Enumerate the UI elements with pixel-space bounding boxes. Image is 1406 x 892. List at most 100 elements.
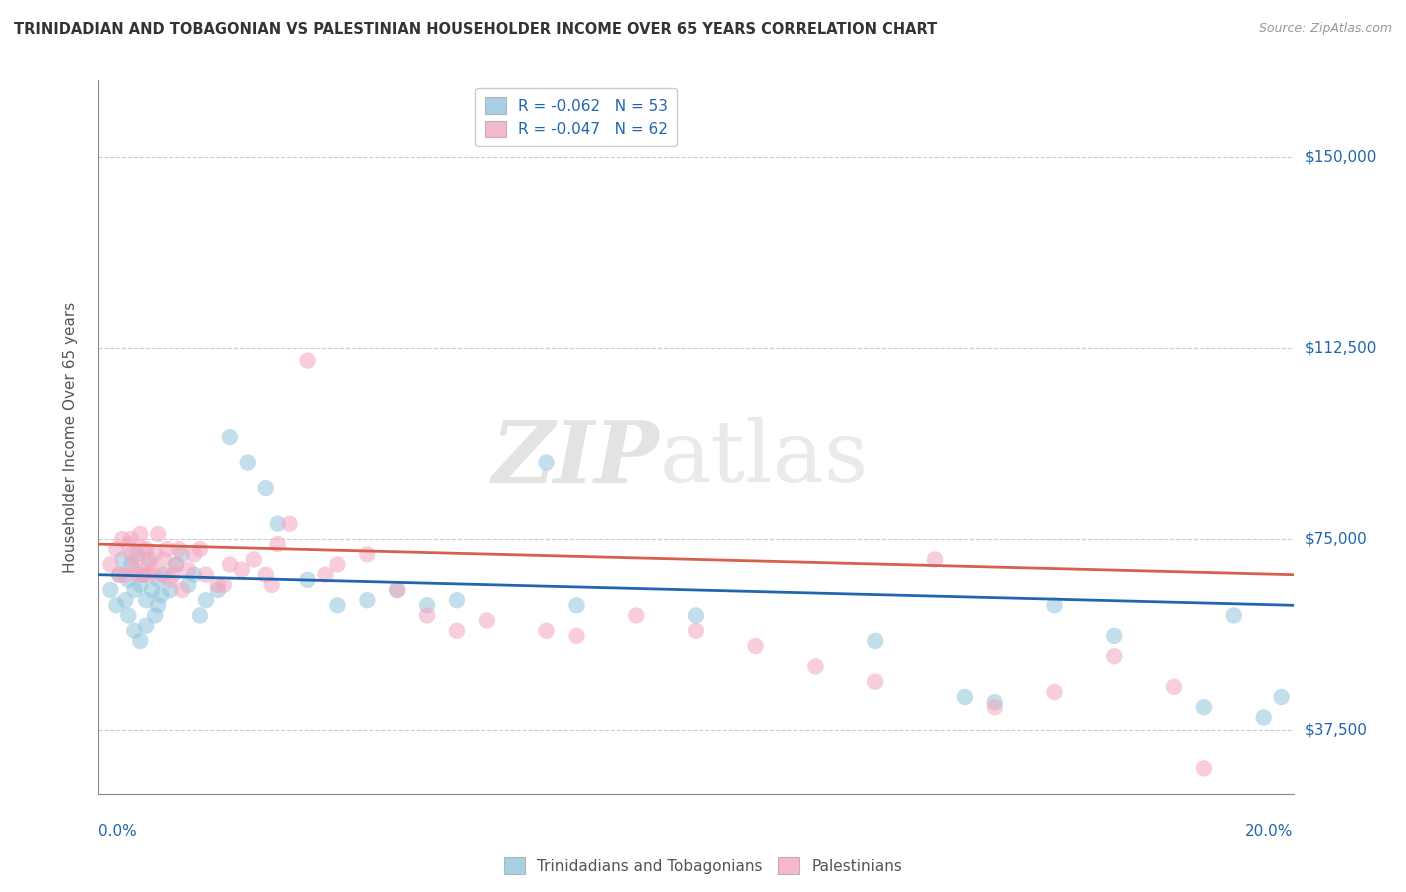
Point bbox=[446, 624, 468, 638]
Point bbox=[135, 618, 157, 632]
Point bbox=[745, 639, 768, 653]
Point bbox=[863, 674, 886, 689]
Point bbox=[111, 552, 134, 566]
Point bbox=[254, 481, 277, 495]
Point bbox=[1271, 690, 1294, 704]
Legend: Trinidadians and Tobagonians, Palestinians: Trinidadians and Tobagonians, Palestinia… bbox=[498, 851, 908, 880]
Point bbox=[219, 558, 242, 572]
Point bbox=[98, 582, 122, 597]
Point bbox=[172, 547, 194, 561]
Point bbox=[267, 537, 290, 551]
Point bbox=[150, 567, 173, 582]
Point bbox=[105, 599, 128, 613]
Point bbox=[124, 563, 146, 577]
Text: $150,000: $150,000 bbox=[1305, 149, 1376, 164]
Point bbox=[135, 542, 157, 557]
Point bbox=[111, 532, 134, 546]
Point bbox=[120, 558, 142, 572]
Point bbox=[159, 573, 181, 587]
Point bbox=[132, 567, 155, 582]
Point bbox=[1102, 649, 1125, 664]
Point bbox=[159, 582, 181, 597]
Point bbox=[624, 608, 647, 623]
Point bbox=[416, 608, 439, 623]
Point bbox=[165, 558, 187, 572]
Point bbox=[1222, 608, 1246, 623]
Point bbox=[236, 456, 259, 470]
Point bbox=[165, 558, 187, 572]
Point bbox=[356, 593, 378, 607]
Point bbox=[1102, 629, 1125, 643]
Point bbox=[177, 563, 200, 577]
Point bbox=[194, 567, 218, 582]
Point bbox=[127, 567, 149, 582]
Point bbox=[207, 578, 229, 592]
Point bbox=[141, 582, 163, 597]
Y-axis label: Householder Income Over 65 years: Householder Income Over 65 years bbox=[63, 301, 77, 573]
Point bbox=[148, 527, 170, 541]
Point bbox=[120, 547, 142, 561]
Point bbox=[983, 695, 1005, 709]
Point bbox=[129, 634, 152, 648]
Text: $112,500: $112,500 bbox=[1305, 341, 1376, 355]
Legend: R = -0.062   N = 53, R = -0.047   N = 62: R = -0.062 N = 53, R = -0.047 N = 62 bbox=[475, 88, 678, 146]
Point bbox=[124, 582, 146, 597]
Point bbox=[172, 582, 194, 597]
Text: $37,500: $37,500 bbox=[1305, 723, 1368, 738]
Point bbox=[148, 573, 170, 587]
Point bbox=[183, 567, 205, 582]
Point bbox=[114, 593, 136, 607]
Point bbox=[108, 567, 131, 582]
Point bbox=[536, 456, 558, 470]
Point bbox=[1043, 685, 1066, 699]
Point bbox=[446, 593, 468, 607]
Point bbox=[254, 567, 277, 582]
Point bbox=[267, 516, 290, 531]
Text: 0.0%: 0.0% bbox=[98, 824, 138, 839]
Point bbox=[162, 567, 184, 582]
Point bbox=[231, 563, 253, 577]
Point bbox=[177, 578, 200, 592]
Point bbox=[150, 588, 173, 602]
Point bbox=[138, 552, 160, 566]
Point bbox=[804, 659, 827, 673]
Point bbox=[105, 542, 128, 557]
Point bbox=[141, 563, 163, 577]
Point bbox=[1253, 710, 1275, 724]
Point bbox=[156, 542, 179, 557]
Point bbox=[212, 578, 235, 592]
Point bbox=[124, 624, 146, 638]
Point bbox=[565, 599, 588, 613]
Point bbox=[1043, 599, 1066, 613]
Point bbox=[475, 614, 498, 628]
Point bbox=[314, 567, 337, 582]
Text: 20.0%: 20.0% bbox=[1246, 824, 1294, 839]
Point bbox=[356, 547, 378, 561]
Point bbox=[1192, 761, 1215, 775]
Point bbox=[117, 573, 139, 587]
Point bbox=[685, 624, 707, 638]
Point bbox=[260, 578, 283, 592]
Point bbox=[148, 599, 170, 613]
Point bbox=[416, 599, 439, 613]
Point bbox=[135, 593, 157, 607]
Point bbox=[138, 567, 160, 582]
Point bbox=[143, 547, 166, 561]
Point bbox=[863, 634, 886, 648]
Point bbox=[685, 608, 707, 623]
Point bbox=[129, 527, 152, 541]
Point bbox=[1192, 700, 1215, 714]
Point bbox=[153, 552, 176, 566]
Text: atlas: atlas bbox=[661, 417, 869, 500]
Point bbox=[127, 547, 149, 561]
Point bbox=[167, 542, 190, 557]
Point bbox=[98, 558, 122, 572]
Point bbox=[243, 552, 266, 566]
Point bbox=[536, 624, 558, 638]
Point bbox=[143, 608, 166, 623]
Point bbox=[953, 690, 976, 704]
Point bbox=[924, 552, 946, 566]
Text: $75,000: $75,000 bbox=[1305, 532, 1368, 547]
Point bbox=[983, 700, 1005, 714]
Point bbox=[132, 567, 155, 582]
